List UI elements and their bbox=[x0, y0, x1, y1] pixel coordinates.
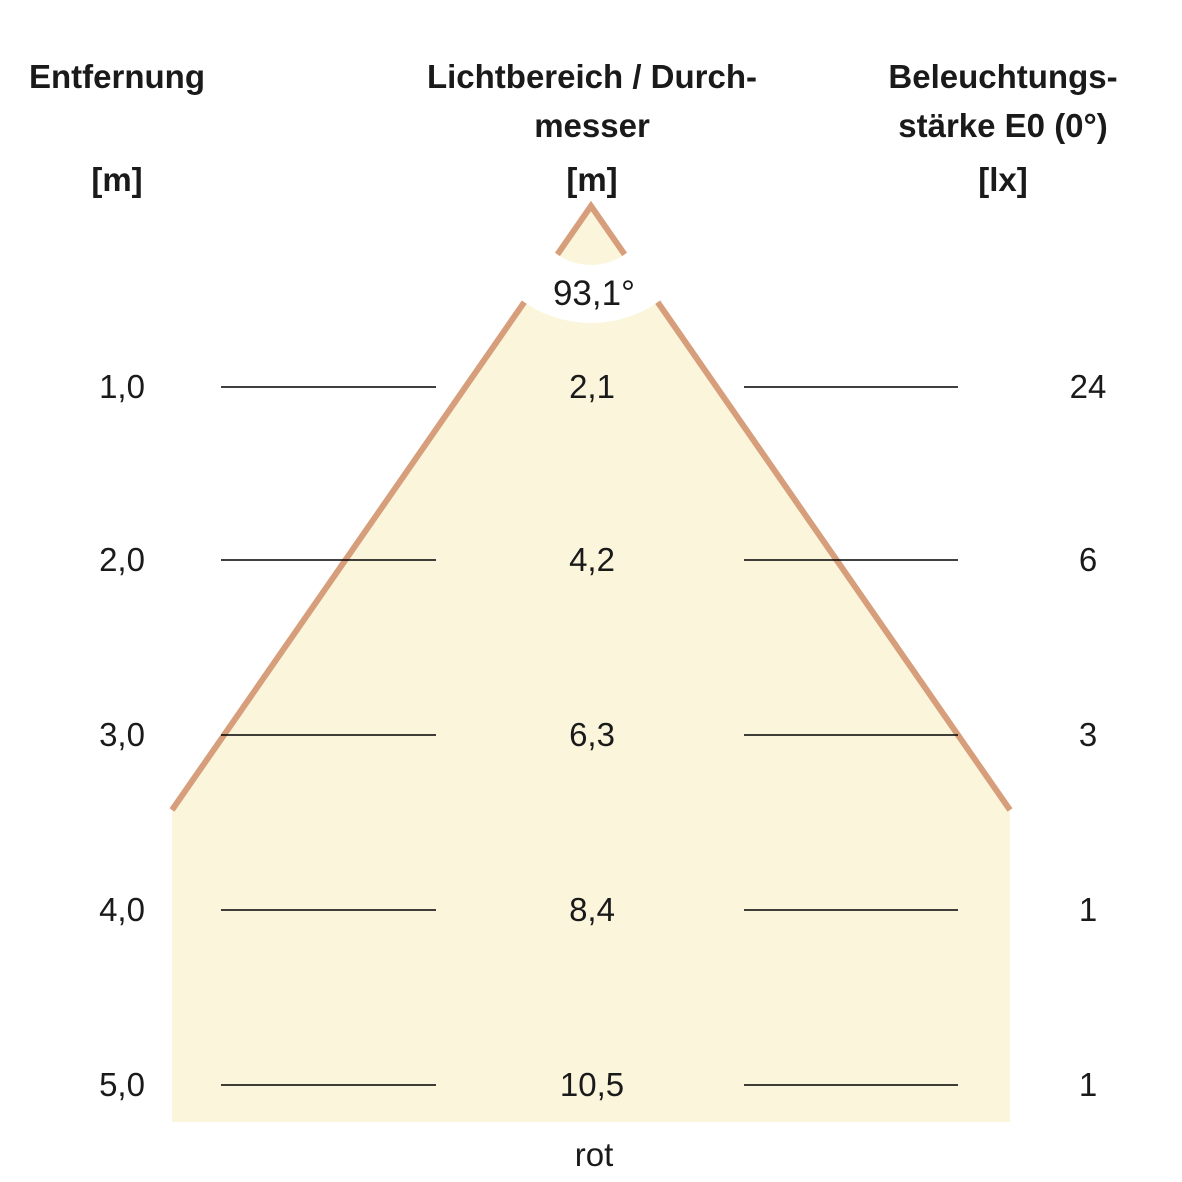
diameter-value: 10,5 bbox=[560, 1066, 624, 1103]
header-distance: Entfernung bbox=[29, 58, 205, 95]
table-row: 1,0 2,1 24 bbox=[99, 368, 1106, 405]
diameter-value: 4,2 bbox=[569, 541, 615, 578]
distance-value: 3,0 bbox=[99, 716, 145, 753]
row-tick-lines bbox=[221, 386, 958, 1086]
light-cone-fill bbox=[172, 206, 1010, 1122]
beam-angle-band bbox=[474, 204, 708, 323]
illuminance-value: 6 bbox=[1079, 541, 1097, 578]
table-row: 3,0 6,3 3 bbox=[99, 716, 1097, 753]
header-illuminance-line2: stärke E0 (0°) bbox=[898, 107, 1107, 144]
diameter-value: 6,3 bbox=[569, 716, 615, 753]
header-diameter-unit: [m] bbox=[566, 161, 617, 198]
illuminance-value: 24 bbox=[1070, 368, 1107, 405]
illuminance-value: 1 bbox=[1079, 891, 1097, 928]
beam-color-label: rot bbox=[575, 1136, 614, 1173]
table-row: 5,0 10,5 1 bbox=[99, 1066, 1097, 1103]
header-diameter-line1: Lichtbereich / Durch- bbox=[427, 58, 757, 95]
header-distance-unit: [m] bbox=[91, 161, 142, 198]
diameter-value: 8,4 bbox=[569, 891, 615, 928]
column-headers: Entfernung [m] Lichtbereich / Durch- mes… bbox=[29, 58, 1118, 198]
data-rows: 1,0 2,1 24 2,0 4,2 6 3,0 6,3 3 4,0 8,4 1… bbox=[99, 368, 1106, 1103]
header-illuminance-unit: [lx] bbox=[978, 161, 1028, 198]
table-row: 4,0 8,4 1 bbox=[99, 891, 1097, 928]
header-diameter-line2: messer bbox=[534, 107, 650, 144]
diameter-value: 2,1 bbox=[569, 368, 615, 405]
illuminance-value: 1 bbox=[1079, 1066, 1097, 1103]
header-illuminance-line1: Beleuchtungs- bbox=[888, 58, 1117, 95]
table-row: 2,0 4,2 6 bbox=[99, 541, 1097, 578]
distance-value: 1,0 bbox=[99, 368, 145, 405]
light-cone-edges bbox=[169, 200, 1013, 812]
illuminance-value: 3 bbox=[1079, 716, 1097, 753]
distance-value: 2,0 bbox=[99, 541, 145, 578]
distance-value: 5,0 bbox=[99, 1066, 145, 1103]
distance-value: 4,0 bbox=[99, 891, 145, 928]
beam-angle-label: 93,1° bbox=[553, 274, 635, 313]
